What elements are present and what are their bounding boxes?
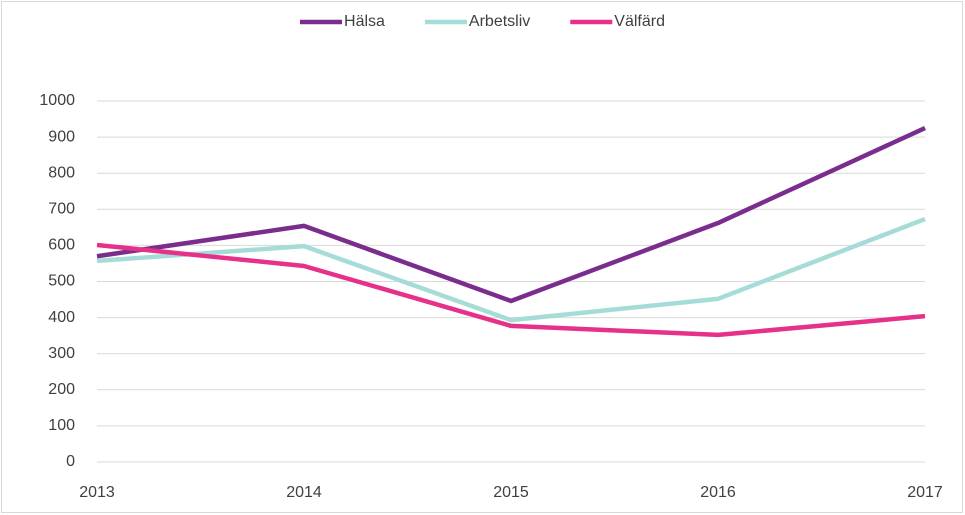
legend-label: Välfärd	[614, 13, 665, 30]
y-tick-label: 0	[66, 453, 75, 470]
y-tick-label: 600	[48, 237, 75, 254]
x-tick-label: 2017	[907, 484, 943, 501]
y-tick-label: 200	[48, 381, 75, 398]
x-tick-label: 2013	[79, 484, 115, 501]
y-tick-label: 300	[48, 345, 75, 362]
y-tick-label: 100	[48, 417, 75, 434]
y-tick-label: 400	[48, 309, 75, 326]
series-line	[96, 126, 926, 304]
x-tick-label: 2015	[493, 484, 529, 501]
x-tick-label: 2014	[286, 484, 322, 501]
legend-label: Arbetsliv	[469, 13, 530, 30]
y-tick-label: 900	[48, 128, 75, 145]
y-tick-label: 800	[48, 164, 75, 181]
series-line	[96, 242, 926, 338]
y-tick-label: 700	[48, 201, 75, 218]
series-line	[96, 216, 926, 323]
legend-label: Hälsa	[344, 13, 385, 30]
y-tick-label: 1000	[39, 92, 75, 109]
x-tick-label: 2016	[700, 484, 736, 501]
y-tick-label: 500	[48, 273, 75, 290]
